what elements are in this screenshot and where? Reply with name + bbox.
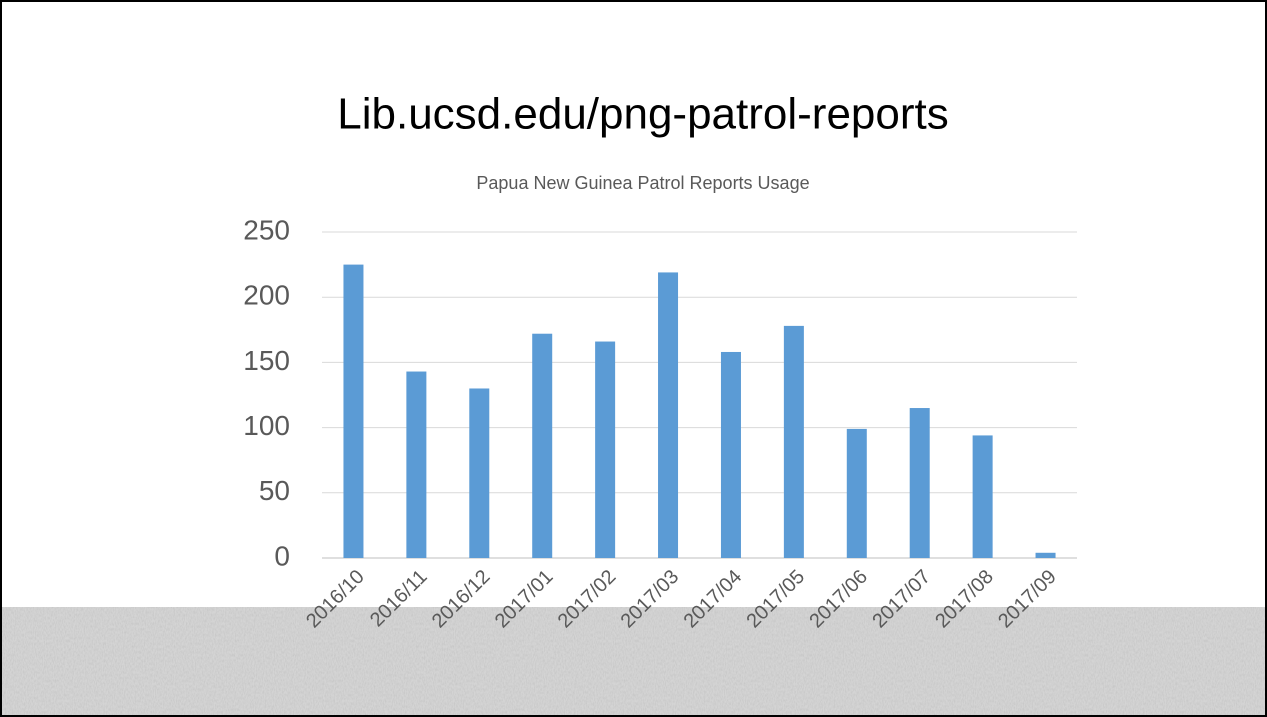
y-tick-label: 150 xyxy=(243,345,290,376)
bar xyxy=(783,325,804,558)
bar xyxy=(1035,552,1056,558)
bar xyxy=(658,272,679,558)
footer-texture xyxy=(0,607,1267,717)
bar xyxy=(343,264,364,558)
y-tick-label: 250 xyxy=(243,214,290,245)
y-tick-label: 100 xyxy=(243,410,290,441)
bar xyxy=(720,351,741,558)
bar xyxy=(595,341,616,558)
chart-title: Papua New Guinea Patrol Reports Usage xyxy=(476,173,809,193)
bar xyxy=(532,333,553,558)
y-tick-label: 200 xyxy=(243,280,290,311)
bar xyxy=(469,388,490,558)
bar xyxy=(972,435,993,558)
slide-title: Lib.ucsd.edu/png-patrol-reports xyxy=(337,90,948,139)
y-tick-label: 0 xyxy=(274,540,290,571)
bar xyxy=(846,428,867,558)
bar xyxy=(909,408,930,558)
bar xyxy=(406,371,427,558)
y-tick-label: 50 xyxy=(259,475,290,506)
